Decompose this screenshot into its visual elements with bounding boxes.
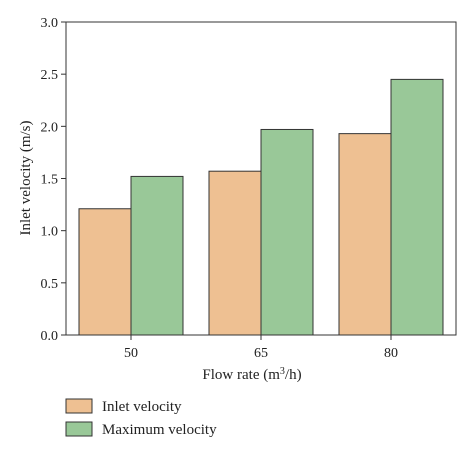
y-tick-label: 2.0 [41,120,59,135]
y-ticks-group: 0.0 0.5 1.0 1.5 2.0 2.5 3.0 [41,16,66,344]
legend: Inlet velocity Maximum velocity [65,398,217,438]
legend-label-maximum: Maximum velocity [102,422,217,438]
bars-group [78,78,444,336]
x-ticks-group: 50 65 80 [124,335,398,361]
bar-inlet-50 [78,208,132,336]
x-axis-label: Flow rate (m3/h) [202,366,301,384]
y-tick-label: 1.5 [41,173,59,188]
x-tick-label: 50 [124,346,138,361]
y-tick-label: 1.0 [41,225,59,240]
y-tick-label: 3.0 [41,16,59,31]
y-tick-label: 0.5 [41,277,59,292]
legend-swatch-maximum [65,421,93,437]
x-tick-label: 65 [254,346,268,361]
bar-maximum-65 [260,128,314,336]
x-tick-label: 80 [384,346,398,361]
bar-inlet-65 [208,170,262,336]
y-tick-label: 0.0 [41,329,59,344]
legend-label-inlet: Inlet velocity [102,399,182,415]
bar-maximum-50 [130,175,184,336]
bar-inlet-80 [338,133,392,336]
y-tick-label: 2.5 [41,68,59,83]
bar-maximum-80 [390,78,444,336]
legend-swatch-inlet [65,398,93,414]
y-axis-label: Inlet velocity (m/s) [18,121,34,236]
